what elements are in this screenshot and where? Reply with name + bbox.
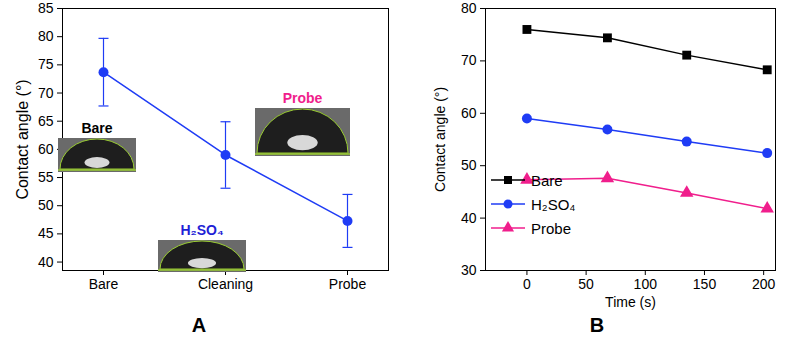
svg-text:150: 150 [693,276,717,292]
svg-text:Time (s): Time (s) [605,294,656,310]
svg-text:Cleaning: Cleaning [198,276,253,292]
html-text:Probe: Probe [282,90,323,106]
svg-text:50: 50 [461,157,477,173]
html-text:Bare: Bare [81,120,113,136]
svg-text:Contact angle (°): Contact angle (°) [432,87,448,192]
svg-text:200: 200 [752,276,776,292]
svg-text:0: 0 [523,276,531,292]
svg-text:60: 60 [38,141,54,157]
svg-text:55: 55 [38,169,54,185]
html-text:A: A [191,314,207,336]
svg-text:80: 80 [461,0,477,16]
svg-text:85: 85 [38,0,54,16]
svg-text:40: 40 [461,210,477,226]
svg-text:70: 70 [461,52,477,68]
svg-text:Contact angle (°): Contact angle (°) [14,79,31,199]
svg-text:65: 65 [38,113,54,129]
svg-text:Bare: Bare [89,276,119,292]
html-text:B: B [589,314,605,336]
svg-text:45: 45 [38,225,54,241]
svg-text:40: 40 [38,254,54,270]
svg-text:75: 75 [38,56,54,72]
svg-text:50: 50 [38,197,54,213]
svg-text:Probe: Probe [329,276,367,292]
svg-text:50: 50 [578,276,594,292]
html-text:Bare: Bare [531,171,563,189]
svg-text:70: 70 [38,84,54,100]
svg-text:30: 30 [461,262,477,278]
html-text:H₂SO₄: H₂SO₄ [180,222,224,238]
html-text:H₂SO₄: H₂SO₄ [531,195,576,213]
svg-text:60: 60 [461,105,477,121]
svg-text:100: 100 [634,276,658,292]
svg-text:80: 80 [38,28,54,44]
html-text:Probe: Probe [531,219,571,237]
